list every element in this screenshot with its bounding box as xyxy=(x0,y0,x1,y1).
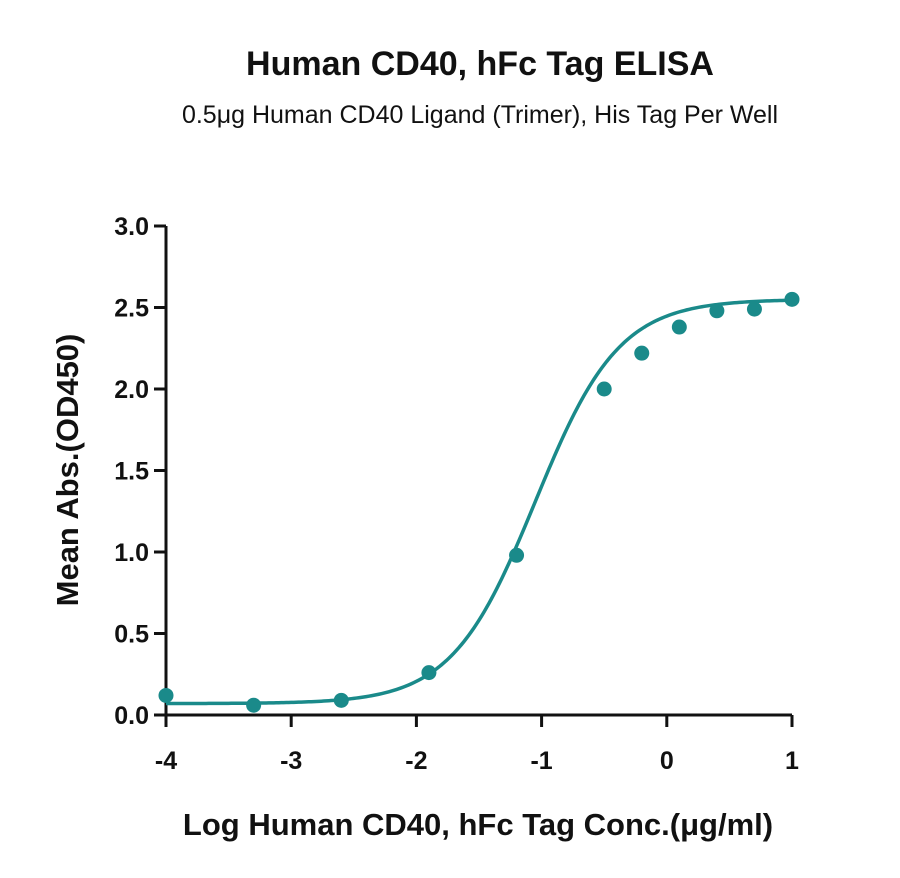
x-tick-label: -3 xyxy=(280,747,302,775)
data-point xyxy=(671,319,687,335)
x-tick-label: 1 xyxy=(785,747,799,775)
data-point xyxy=(634,345,650,361)
data-point xyxy=(509,547,525,563)
x-tick-label: -2 xyxy=(405,747,427,775)
y-tick-label: 1.5 xyxy=(114,458,149,486)
x-tick-label: -1 xyxy=(530,747,552,775)
data-point xyxy=(333,692,349,708)
data-point xyxy=(784,291,800,307)
y-tick-label: 1.0 xyxy=(114,539,149,567)
x-tick-label: 0 xyxy=(660,747,674,775)
data-points xyxy=(158,291,800,713)
x-axis: -4 -3 -2 -1 0 1 xyxy=(155,713,799,775)
data-point xyxy=(421,665,437,681)
x-tick-label: -4 xyxy=(155,747,177,775)
data-point xyxy=(709,303,725,319)
data-point xyxy=(596,381,612,397)
y-tick-label: 0.5 xyxy=(114,621,149,649)
data-point xyxy=(158,687,174,703)
chart-title: Human CD40, hFc Tag ELISA xyxy=(246,45,714,83)
chart-subtitle: 0.5μg Human CD40 Ligand (Trimer), His Ta… xyxy=(182,101,778,129)
y-tick-group: 0.0 0.5 1.0 1.5 2.0 2.5 3.0 xyxy=(114,213,166,730)
data-point xyxy=(746,301,762,317)
y-axis-label: Mean Abs.(OD450) xyxy=(50,334,85,607)
y-tick-label: 0.0 xyxy=(114,702,149,730)
fit-curve xyxy=(166,298,793,706)
x-axis-label: Log Human CD40, hFc Tag Conc.(μg/ml) xyxy=(183,807,773,842)
y-axis: 0.0 0.5 1.0 1.5 2.0 2.5 3.0 xyxy=(114,213,168,730)
data-point xyxy=(246,697,262,713)
y-tick-label: 3.0 xyxy=(114,213,149,241)
y-tick-label: 2.0 xyxy=(114,376,149,404)
x-tick-group: -4 -3 -2 -1 0 1 xyxy=(155,715,799,775)
y-tick-label: 2.5 xyxy=(114,295,149,323)
